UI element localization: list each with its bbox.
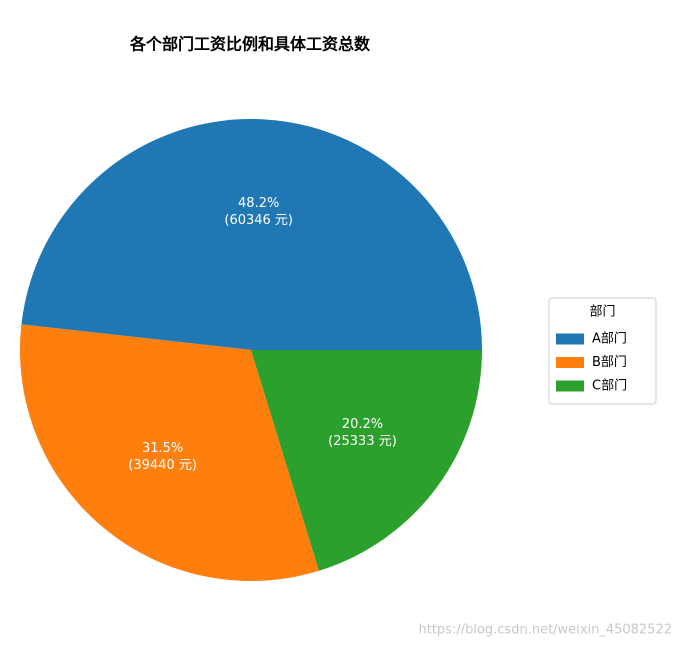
watermark: https://blog.csdn.net/weixin_45082522 [418,623,672,638]
legend-title: 部门 [589,305,615,320]
slice-label: 20.2% [342,417,383,432]
pie-slice [21,119,483,351]
legend-box [548,297,657,405]
slice-label: (60346 元) [224,213,293,228]
legend-swatch [556,380,584,392]
legend-swatch [556,333,584,345]
slice-label: 31.5% [142,441,183,456]
pie-slice [251,350,482,571]
slice-label: (39440 元) [128,458,197,473]
legend-label: C部门 [592,379,627,394]
legend-label: B部门 [592,355,627,370]
slice-label: 48.2% [238,196,279,211]
pie-slice [19,324,319,582]
chart-title: 各个部门工资比例和具体工资总数 [129,35,371,54]
legend-label: A部门 [592,332,627,347]
slice-label: (25333 元) [328,434,397,449]
legend-swatch [556,357,584,368]
